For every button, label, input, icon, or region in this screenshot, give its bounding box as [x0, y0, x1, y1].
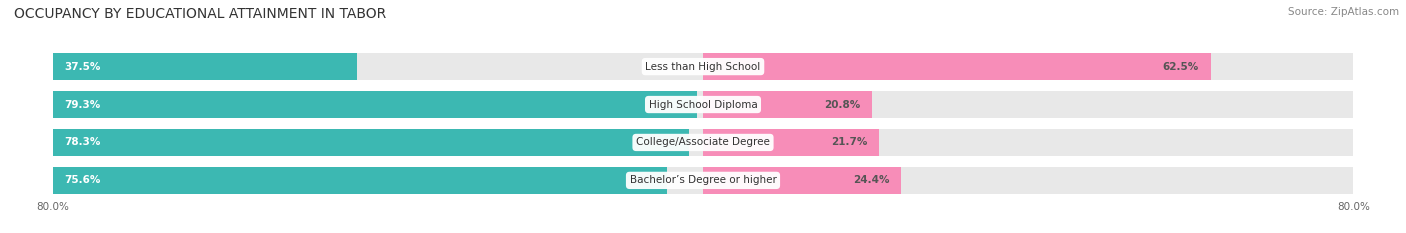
Bar: [703, 91, 872, 118]
Bar: [52, 53, 1354, 80]
Text: 79.3%: 79.3%: [65, 99, 101, 110]
Bar: [52, 129, 1354, 156]
Text: OCCUPANCY BY EDUCATIONAL ATTAINMENT IN TABOR: OCCUPANCY BY EDUCATIONAL ATTAINMENT IN T…: [14, 7, 387, 21]
Text: High School Diploma: High School Diploma: [648, 99, 758, 110]
Text: 20.8%: 20.8%: [824, 99, 860, 110]
Text: 80.0%: 80.0%: [37, 202, 69, 212]
Text: Bachelor’s Degree or higher: Bachelor’s Degree or higher: [630, 175, 776, 185]
Text: 62.5%: 62.5%: [1163, 62, 1199, 72]
Text: 80.0%: 80.0%: [1337, 202, 1369, 212]
Bar: [703, 53, 1211, 80]
Bar: [52, 167, 668, 194]
Bar: [703, 167, 901, 194]
Bar: [52, 129, 689, 156]
Text: 24.4%: 24.4%: [852, 175, 889, 185]
Bar: [52, 91, 1354, 118]
Text: Source: ZipAtlas.com: Source: ZipAtlas.com: [1288, 7, 1399, 17]
Text: College/Associate Degree: College/Associate Degree: [636, 137, 770, 147]
Text: 78.3%: 78.3%: [65, 137, 101, 147]
Text: Less than High School: Less than High School: [645, 62, 761, 72]
Bar: [703, 129, 879, 156]
Text: 21.7%: 21.7%: [831, 137, 868, 147]
Text: 37.5%: 37.5%: [65, 62, 101, 72]
Legend: Owner-occupied, Renter-occupied: Owner-occupied, Renter-occupied: [586, 232, 820, 233]
Bar: [52, 91, 697, 118]
Bar: [52, 53, 357, 80]
Bar: [52, 167, 1354, 194]
Text: 75.6%: 75.6%: [65, 175, 101, 185]
